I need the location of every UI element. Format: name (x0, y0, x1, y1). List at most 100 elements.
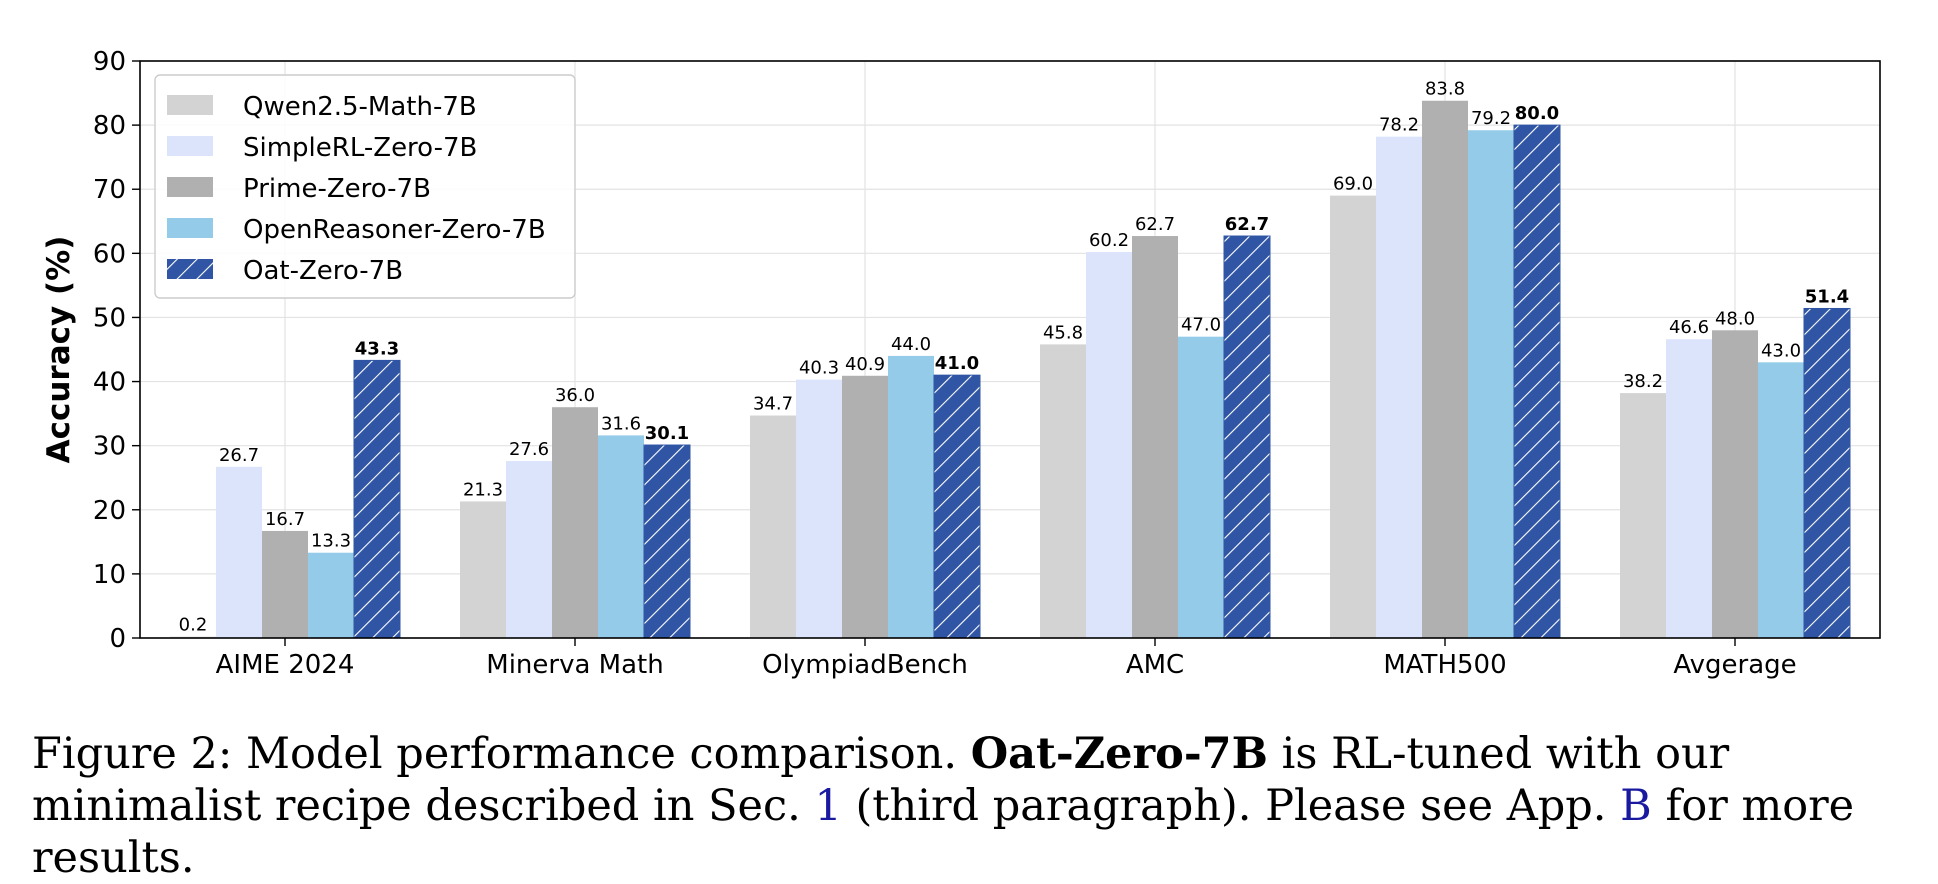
bar (216, 466, 262, 638)
bar (598, 435, 644, 638)
y-tick-label: 0 (109, 624, 126, 654)
x-tick-label: Avgerage (1673, 650, 1796, 680)
y-tick-label: 60 (93, 239, 126, 269)
bar-value-label: 27.6 (509, 439, 549, 460)
bar-value-label: 21.3 (463, 479, 503, 500)
bar-value-label: 16.7 (265, 509, 305, 530)
section-ref-link[interactable]: 1 (814, 781, 842, 831)
bar-value-label: 43.3 (355, 338, 399, 359)
legend: Qwen2.5-Math-7B SimpleRL-Zero-7B Prime-Zer… (154, 74, 576, 299)
bar (1223, 235, 1271, 639)
caption-middle2: (third paragraph). Please see App. (855, 781, 1607, 831)
bar-value-label: 51.4 (1805, 286, 1849, 307)
legend-swatch (167, 95, 213, 115)
y-tick-label: 40 (93, 368, 126, 398)
bar-chart: 0.2 26.7 16.7 13.3 43.3 21.3 27.6 36.0 31.6 30.1 3… (41, 47, 1881, 680)
legend-swatch (167, 136, 213, 156)
bar-value-label: 45.8 (1043, 322, 1083, 343)
figure-caption: Figure 2: Model performance comparison. … (32, 728, 1922, 884)
caption-bold-model: Oat-Zero-7B (970, 729, 1268, 779)
bar (750, 415, 796, 638)
x-tick-label: AIME 2024 (216, 650, 355, 680)
caption-prefix: Figure 2: Model performance comparison. (32, 729, 958, 779)
bar-value-label: 69.0 (1333, 174, 1373, 195)
bar (262, 530, 308, 638)
bar (1178, 336, 1224, 638)
legend-entry-label: Qwen2.5-Math-7B (243, 92, 477, 122)
bar (1712, 330, 1758, 638)
y-tick-label: 50 (93, 303, 126, 333)
legend-swatch (167, 259, 213, 279)
bar-value-label: 40.3 (799, 358, 839, 379)
x-tick-label: AMC (1126, 650, 1184, 680)
y-tick-label: 30 (93, 432, 126, 462)
bar-value-label: 78.2 (1379, 115, 1419, 136)
bar (842, 375, 888, 638)
bar-value-label: 34.7 (753, 394, 793, 415)
bar (460, 501, 506, 638)
bar-value-label: 80.0 (1515, 103, 1559, 124)
bar-value-label: 79.2 (1471, 108, 1511, 129)
bar-value-label: 41.0 (935, 353, 979, 374)
bar-value-label: 0.2 (179, 615, 208, 636)
legend-swatch (167, 218, 213, 238)
bar (1666, 339, 1712, 638)
legend-entry-label: OpenReasoner-Zero-7B (243, 215, 546, 245)
bar (353, 359, 401, 639)
legend-box (154, 74, 576, 299)
bar-value-label: 46.6 (1669, 317, 1709, 338)
bar (1422, 100, 1468, 638)
bar-value-label: 31.6 (601, 413, 641, 434)
bar-value-label: 83.8 (1425, 79, 1465, 100)
legend-swatch (167, 177, 213, 197)
bar-value-label: 43.0 (1761, 340, 1801, 361)
bar (1040, 344, 1086, 638)
bar-value-label: 62.7 (1135, 214, 1175, 235)
bar-value-label: 47.0 (1181, 315, 1221, 336)
y-tick-label: 20 (93, 496, 126, 526)
bar-value-label: 26.7 (219, 445, 259, 466)
bar (888, 355, 934, 638)
axes: 0 10 20 30 40 50 60 70 80 90 AIME 2024 Minerva Math… (93, 47, 1797, 680)
legend-entry-label: Oat-Zero-7B (243, 256, 403, 286)
bar (1086, 252, 1132, 638)
y-tick-label: 90 (93, 47, 126, 77)
x-tick-label: OlympiadBench (762, 650, 968, 680)
bar-value-label: 48.0 (1715, 308, 1755, 329)
plot-frame (139, 60, 1881, 639)
y-tick-label: 80 (93, 111, 126, 141)
bar (643, 444, 691, 639)
bar-value-label: 36.0 (555, 385, 595, 406)
y-axis-label: Accuracy (%) (41, 236, 77, 464)
x-tick-label: Minerva Math (486, 650, 663, 680)
data-labels: 0.2 26.7 16.7 13.3 43.3 21.3 27.6 36.0 31.6 30.1 3… (179, 79, 1850, 636)
y-tick-label: 10 (93, 560, 126, 590)
bar-value-label: 38.2 (1623, 371, 1663, 392)
bar (1620, 393, 1666, 638)
bar (1758, 362, 1804, 638)
bar-value-label: 60.2 (1089, 230, 1129, 251)
bar (552, 407, 598, 638)
x-tick-label: MATH500 (1383, 650, 1506, 680)
bar (308, 552, 354, 638)
bar (1330, 195, 1376, 638)
legend-entry-label: SimpleRL-Zero-7B (243, 133, 477, 163)
bar-value-label: 30.1 (645, 423, 689, 444)
bar-value-label: 62.7 (1225, 214, 1269, 235)
legend-entry-label: Prime-Zero-7B (243, 174, 431, 204)
bar-value-label: 40.9 (845, 354, 885, 375)
appendix-ref-link[interactable]: B (1620, 781, 1652, 831)
bar-value-label: 13.3 (311, 531, 351, 552)
bar (1513, 124, 1561, 639)
y-tick-label: 70 (93, 175, 126, 205)
bar (933, 374, 981, 639)
bar-value-label: 44.0 (891, 334, 931, 355)
bar (1376, 136, 1422, 638)
bar (1803, 307, 1851, 639)
caption-middle: is RL-tuned with our minimalist recipe d… (32, 729, 1730, 831)
bars (170, 100, 1851, 639)
bar (506, 461, 552, 638)
bar (796, 379, 842, 638)
bar (1132, 236, 1178, 639)
bar (1468, 130, 1514, 639)
